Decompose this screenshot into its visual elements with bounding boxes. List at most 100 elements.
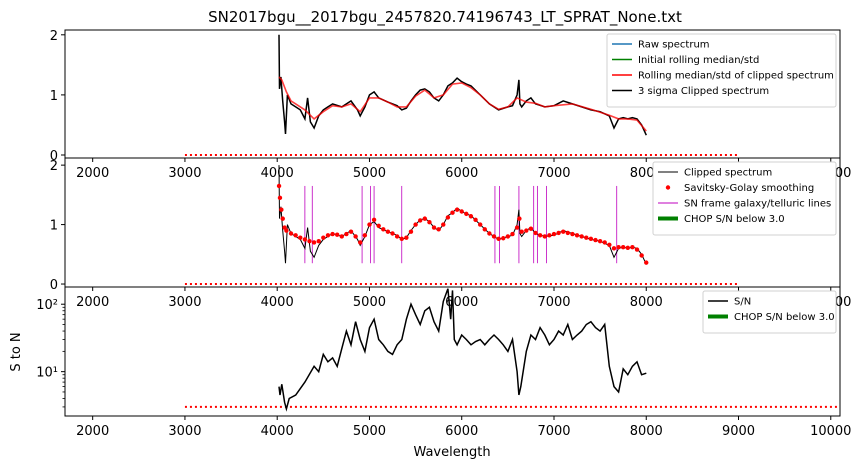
smoothing-point [574,233,580,238]
smoothing-point [445,215,451,220]
legend: Clipped spectrum Savitsky-Golay smoothing… [652,161,837,236]
smoothing-point [588,236,594,242]
smoothing-point [307,239,312,244]
smoothing-point [501,236,506,241]
smoothing-point [431,225,437,230]
legend-label: Clipped spectrum [684,168,772,179]
smoothing-point [381,227,386,232]
smoothing-point [630,244,635,250]
x-tick-label: 5000 [353,295,386,310]
smoothing-point [625,245,630,250]
smoothing-point [542,234,547,239]
y-tick-label: 1 [50,219,58,234]
x-tick-label: 4000 [261,295,294,310]
smoothing-point [505,234,511,239]
smoothing-point [487,231,492,236]
smoothing-point [390,231,395,236]
legend: Raw spectrum Initial rolling median/std Ro… [606,33,837,108]
smoothing-point [519,229,524,234]
smoothing-point [579,234,584,239]
x-tick-label: 3000 [168,295,201,310]
series-line-rolling-median [278,76,647,132]
smoothing-point [302,237,308,242]
smoothing-point [597,239,603,244]
x-tick-label: 2000 [76,295,109,310]
smoothing-point [325,233,331,238]
x-tick-label: 5000 [353,424,386,439]
smoothing-point [510,231,515,237]
smoothing-point [399,236,404,242]
smoothing-point [334,232,340,237]
x-tick-label: 2000 [76,166,109,181]
y-tick-label: 10¹ [36,366,58,381]
smoothing-point [311,240,317,245]
smoothing-point [279,207,284,212]
legend: S/N CHOP S/N below 3.0 [702,290,837,334]
smoothing-point [616,244,621,250]
smoothing-point [321,235,326,240]
smoothing-point [634,247,640,252]
smoothing-point [639,253,644,258]
x-tick-label: 7000 [537,166,570,181]
smoothing-point [441,222,446,227]
smoothing-point [528,226,534,231]
smoothing-point [280,216,285,221]
smoothing-point [298,235,303,240]
y-tick-label: 10² [36,298,58,313]
legend-label: SN frame galaxy/telluric lines [684,199,831,210]
x-tick-label: 7000 [537,424,570,439]
legend-label: S/N [734,297,751,308]
smoothing-point [394,234,400,239]
smoothing-point [362,233,368,238]
x-tick-label: 9000 [722,424,755,439]
series-line [278,288,647,412]
x-tick-label: 10000 [810,424,851,439]
smoothing-point [620,244,626,250]
legend-label: Initial rolling median/std [638,55,759,66]
smoothing-point [288,231,294,236]
y-tick-label: 0 [50,278,58,293]
smoothing-point [593,237,598,243]
smoothing-point [276,183,282,189]
smoothing-point [584,235,589,240]
smoothing-point [459,209,464,214]
legend-box [652,161,837,236]
smoothing-point [565,230,571,236]
smoothing-point [551,231,557,237]
smoothing-point [344,231,349,237]
smoothing-point [517,216,522,221]
smoothing-point [418,218,423,223]
smoothing-point [607,242,612,247]
x-tick-label: 8000 [630,295,663,310]
y-tick-label: 2 [50,159,58,174]
x-tick-label: 3000 [168,424,201,439]
smoothing-point [537,233,543,238]
x-tick-label: 2000 [76,424,109,439]
smoothing-point [602,240,607,245]
y-axis-label: S to N [9,332,24,371]
smoothing-point [371,217,377,223]
smoothing-point [413,222,418,227]
legend-label: Raw spectrum [638,40,710,51]
smoothing-point [644,260,649,265]
smoothing-point [556,230,561,236]
smoothing-point [284,228,289,233]
smoothing-point [427,220,432,225]
smoothing-point [358,240,363,245]
x-tick-label: 7000 [537,295,570,310]
chart-title: SN2017bgu__2017bgu_2457820.74196743_LT_S… [208,8,682,27]
legend-label: CHOP S/N below 3.0 [684,214,785,225]
legend-box [702,290,837,334]
x-tick-label: 6000 [445,424,478,439]
smoothing-point [473,217,478,223]
smoothing-point [561,229,566,234]
smoothing-point [339,234,344,239]
smoothing-point [330,231,335,237]
smoothing-point [404,235,409,240]
x-tick-label: 4000 [261,166,294,181]
legend-label: Savitsky-Golay smoothing [684,183,814,194]
smoothing-point [422,216,428,221]
smoothing-point [367,222,372,227]
smoothing-point [353,234,358,239]
